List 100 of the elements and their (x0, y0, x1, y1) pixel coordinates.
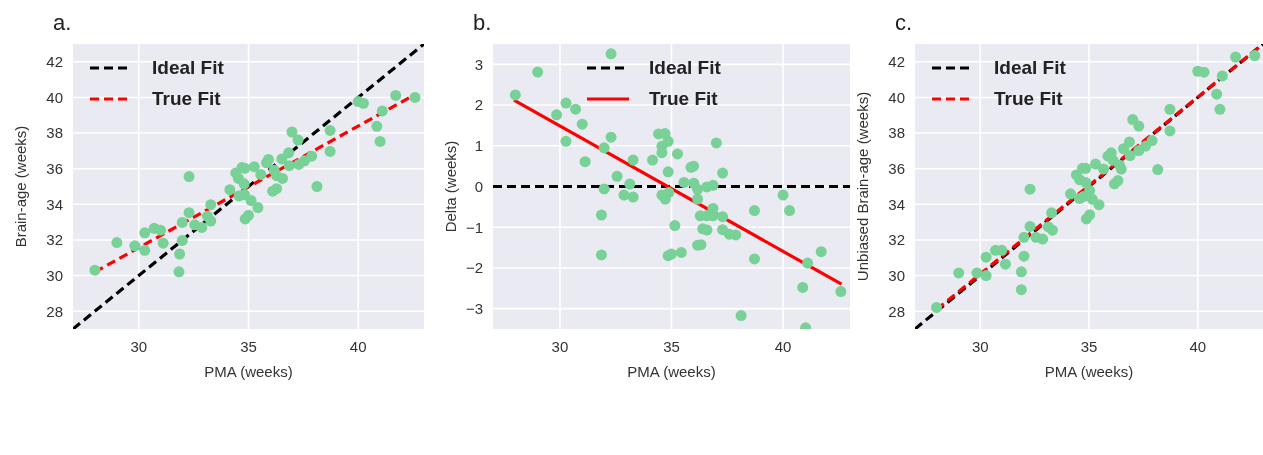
point (139, 244, 151, 256)
legend-label: Ideal Fit (152, 56, 224, 79)
point (1093, 199, 1105, 211)
x-tick-label: 40 (774, 337, 792, 355)
y-axis-title: Delta (weeks) (441, 140, 459, 233)
point (1164, 103, 1176, 115)
y-tick-label: 36 (888, 160, 905, 178)
x-axis-title: PMA (weeks) (204, 363, 293, 380)
point (374, 135, 386, 147)
point (1046, 207, 1058, 219)
y-tick-label: 30 (888, 266, 905, 284)
point (1037, 233, 1049, 245)
point (980, 270, 992, 282)
y-tick-label: 36 (46, 160, 63, 178)
x-tick-label: 30 (971, 337, 989, 355)
point (277, 172, 288, 184)
point (1152, 164, 1164, 176)
point (239, 189, 251, 201)
y-axis-title: Brain-age (weeks) (11, 125, 29, 248)
y-tick-label: 28 (888, 302, 905, 320)
y-tick-label: −2 (465, 259, 483, 277)
point (173, 266, 185, 278)
point (271, 183, 283, 195)
y-tick-label: 34 (888, 195, 905, 213)
legend-label: True Fit (152, 87, 221, 110)
point (1018, 250, 1030, 262)
legend-label: Ideal Fit (649, 56, 721, 79)
point (1146, 135, 1158, 147)
point (243, 209, 254, 221)
point (1015, 284, 1027, 296)
point (155, 224, 167, 236)
point (183, 171, 195, 183)
point (157, 237, 169, 249)
point (1164, 125, 1176, 137)
y-axis-title: Unbiased Brain-age (weeks) (853, 91, 871, 282)
point (89, 264, 101, 276)
point (1090, 158, 1102, 170)
point (111, 237, 123, 249)
point (129, 240, 141, 252)
point (176, 234, 188, 246)
point (371, 120, 383, 132)
point (1127, 114, 1139, 126)
y-tick-label: 42 (888, 53, 905, 71)
y-tick-label: 0 (474, 177, 483, 195)
x-tick-label: 35 (240, 337, 257, 355)
point (205, 199, 217, 211)
point (1084, 209, 1096, 221)
legend-label: True Fit (649, 87, 718, 110)
point (306, 150, 318, 162)
x-tick-label: 35 (663, 337, 680, 355)
point (999, 258, 1011, 270)
point (1065, 188, 1077, 200)
point (1046, 224, 1058, 236)
point (1018, 231, 1030, 243)
point (390, 89, 402, 101)
point (409, 91, 421, 103)
point (252, 202, 264, 214)
point (1098, 163, 1110, 175)
x-axis-title: PMA (weeks) (1044, 363, 1134, 380)
point (245, 195, 257, 207)
point (283, 147, 295, 159)
point (1211, 88, 1223, 100)
legend-label: True Fit (994, 87, 1063, 110)
y-tick-label: 30 (46, 266, 63, 284)
point (255, 168, 267, 180)
point (260, 157, 272, 169)
chart-title: a. (53, 10, 72, 36)
x-tick-label: 40 (349, 337, 367, 355)
y-tick-label: 3 (474, 55, 483, 73)
x-tick-label: 30 (130, 337, 148, 355)
point (931, 301, 943, 313)
y-tick-label: 32 (46, 231, 63, 249)
point (1080, 176, 1092, 188)
x-tick-label: 40 (1189, 337, 1207, 355)
y-tick-label: 2 (474, 96, 483, 114)
x-tick-label: 35 (1080, 337, 1098, 355)
y-tick-label: 40 (46, 88, 63, 106)
y-tick-label: 38 (46, 124, 63, 142)
point (283, 160, 295, 172)
y-tick-label: 28 (46, 302, 63, 320)
y-tick-label: 38 (888, 124, 905, 142)
point (1124, 150, 1136, 162)
point (1249, 50, 1261, 62)
y-tick-label: 42 (46, 53, 63, 71)
point (205, 215, 217, 227)
point (183, 207, 195, 219)
point (1133, 120, 1145, 132)
point (324, 124, 336, 136)
y-tick-label: −3 (465, 299, 483, 317)
x-tick-label: 30 (551, 337, 569, 355)
point (324, 145, 336, 157)
point (1216, 70, 1228, 82)
legend-label: Ideal Fit (994, 56, 1066, 79)
point (248, 161, 260, 173)
y-tick-label: 32 (888, 231, 905, 249)
x-axis-title: PMA (weeks) (627, 363, 716, 380)
point (139, 227, 151, 239)
point (224, 184, 236, 196)
point (1214, 103, 1226, 115)
point (286, 126, 298, 138)
